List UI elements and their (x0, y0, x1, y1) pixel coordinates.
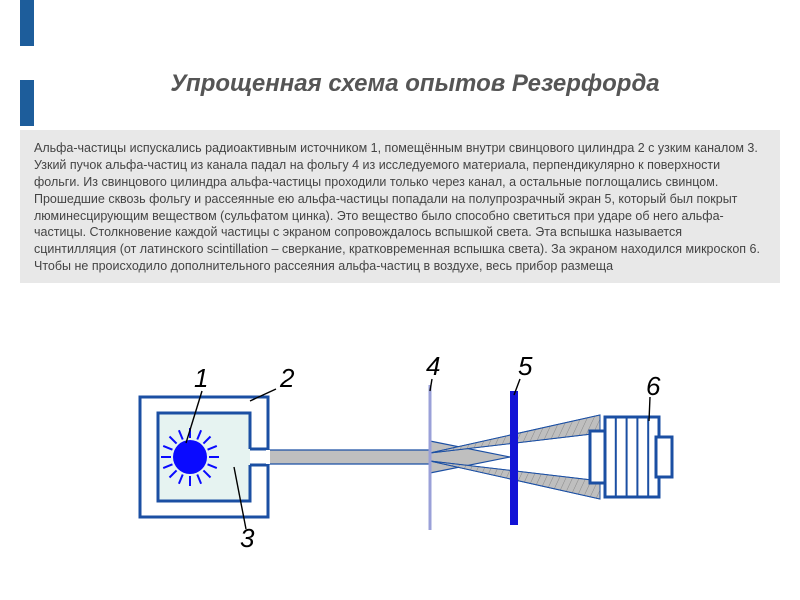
page-title: Упрощенная схема опытов Резерфорда (60, 70, 770, 98)
accent-bar-top (20, 0, 34, 46)
svg-text:6: 6 (646, 371, 661, 401)
svg-text:2: 2 (279, 363, 295, 393)
description-panel: Альфа-частицы испускались радиоактивным … (20, 130, 780, 283)
svg-text:3: 3 (240, 523, 255, 553)
svg-text:1: 1 (194, 363, 208, 393)
rutherford-diagram: 1 2 3 4 5 6 (100, 355, 680, 555)
svg-text:5: 5 (518, 355, 533, 381)
accent-bar-mid (20, 80, 34, 126)
description-text: Альфа-частицы испускались радиоактивным … (34, 140, 766, 275)
svg-text:4: 4 (426, 355, 440, 381)
